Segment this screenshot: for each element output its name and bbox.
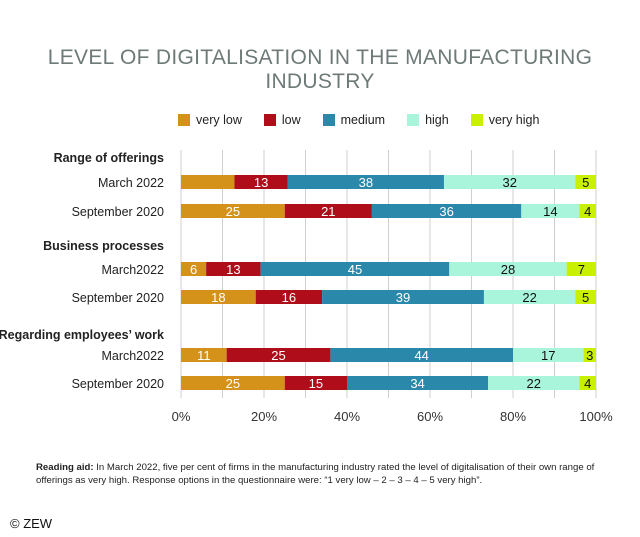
legend-swatch: [407, 114, 420, 126]
copyright: © ZEW: [10, 516, 53, 531]
data-label: 15: [309, 376, 323, 391]
data-label: 3: [586, 348, 593, 363]
data-label: 22: [522, 290, 536, 305]
reading-aid-note: Reading aid: In March 2022, five per cen…: [36, 461, 626, 487]
data-label: 7: [578, 262, 585, 277]
bar-segment-very-low: [181, 262, 207, 276]
bar-segment-very-high: [575, 290, 596, 304]
data-label: 13: [226, 262, 240, 277]
reading-aid-text: In March 2022, five per cent of firms in…: [36, 462, 595, 486]
bar-segment-very-low: [181, 204, 285, 218]
bar-segment-low: [234, 175, 288, 189]
bar-segment-medium: [260, 262, 450, 276]
bar-segment-low: [284, 376, 347, 390]
legend-item-very-high: very high: [470, 113, 540, 127]
x-tick-label: 20%: [251, 409, 277, 424]
legend-item-very-low: very low: [178, 113, 242, 127]
legend-swatch: [178, 114, 190, 126]
bar-segment-high: [443, 175, 576, 189]
bar-segment-very-high: [579, 204, 596, 218]
data-label: 5: [582, 290, 589, 305]
bar-segment-high: [449, 262, 567, 276]
data-label: 21: [321, 204, 335, 219]
data-label: 4: [584, 204, 591, 219]
x-tick-label: 40%: [334, 409, 360, 424]
bar-segment-low: [226, 348, 331, 362]
data-label: 18: [211, 290, 225, 305]
row-label: September 2020: [72, 377, 164, 391]
data-label: 16: [282, 290, 296, 305]
group-heading: Regarding employees’ work: [0, 328, 164, 342]
data-label: 32: [502, 175, 516, 190]
bar-segment-high: [483, 290, 576, 304]
data-label: 5: [582, 175, 589, 190]
x-tick-label: 80%: [500, 409, 526, 424]
bar-segment-very-low: [181, 290, 256, 304]
data-label: 36: [439, 204, 453, 219]
chart-title: LEVEL OF DIGITALISATION IN THE MANUFACTU…: [47, 46, 593, 93]
data-label: 4: [584, 376, 591, 391]
bar-segment-very-low: [181, 175, 235, 189]
bar-segment-high: [488, 376, 580, 390]
data-label: 11: [197, 348, 211, 363]
bar-segment-medium: [287, 175, 444, 189]
data-label: 34: [410, 376, 424, 391]
bar-segment-very-low: [181, 348, 227, 362]
row-label: March 2022: [98, 176, 164, 190]
legend-swatch: [322, 114, 335, 126]
bar-segment-medium: [330, 348, 513, 362]
row-label: September 2020: [72, 205, 164, 219]
data-label: 6: [190, 262, 197, 277]
data-label: 28: [501, 262, 515, 277]
bar-segment-high: [513, 348, 584, 362]
data-label: 17: [541, 348, 555, 363]
data-label: 22: [527, 376, 541, 391]
data-label: 39: [396, 290, 410, 305]
legend: very low low medium high very high: [178, 113, 539, 127]
data-label: 25: [226, 376, 240, 391]
data-label: 25: [226, 204, 240, 219]
bar-segment-medium: [347, 376, 489, 390]
data-label: 25: [271, 348, 285, 363]
group-heading: Range of offerings: [54, 151, 164, 165]
legend-item-low: low: [263, 113, 301, 127]
legend-item-medium: medium: [322, 113, 386, 127]
bar-segment-very-high: [575, 175, 596, 189]
reading-aid-lead: Reading aid:: [36, 462, 94, 473]
bar-segment-very-high: [566, 262, 596, 276]
bar-segment-low: [284, 204, 372, 218]
legend-label: medium: [340, 113, 386, 127]
data-label: 13: [254, 175, 268, 190]
legend-label: low: [281, 113, 301, 127]
bar-segment-very-low: [181, 376, 285, 390]
legend-swatch: [263, 114, 276, 126]
x-tick-label: 60%: [417, 409, 443, 424]
legend-label: very low: [196, 113, 242, 127]
bar-segment-high: [521, 204, 580, 218]
legend-label: very high: [488, 113, 540, 127]
group-heading: Business processes: [43, 239, 164, 253]
legend-swatch: [470, 114, 483, 126]
legend-label: high: [425, 113, 449, 127]
bar-segment-very-high: [579, 376, 596, 390]
row-label: March2022: [101, 349, 164, 363]
data-label: 45: [348, 262, 362, 277]
legend-item-high: high: [407, 113, 449, 127]
bar-segment-medium: [371, 204, 522, 218]
bar-segment-low: [206, 262, 261, 276]
row-label: March2022: [101, 263, 164, 277]
bar-segment-very-high: [583, 348, 596, 362]
x-tick-label: 0%: [172, 409, 191, 424]
data-label: 38: [359, 175, 373, 190]
row-label: September 2020: [72, 291, 164, 305]
bar-segment-low: [255, 290, 323, 304]
x-tick-label: 100%: [579, 409, 613, 424]
data-label: 44: [414, 348, 428, 363]
bar-segment-medium: [322, 290, 484, 304]
data-label: 14: [543, 204, 557, 219]
